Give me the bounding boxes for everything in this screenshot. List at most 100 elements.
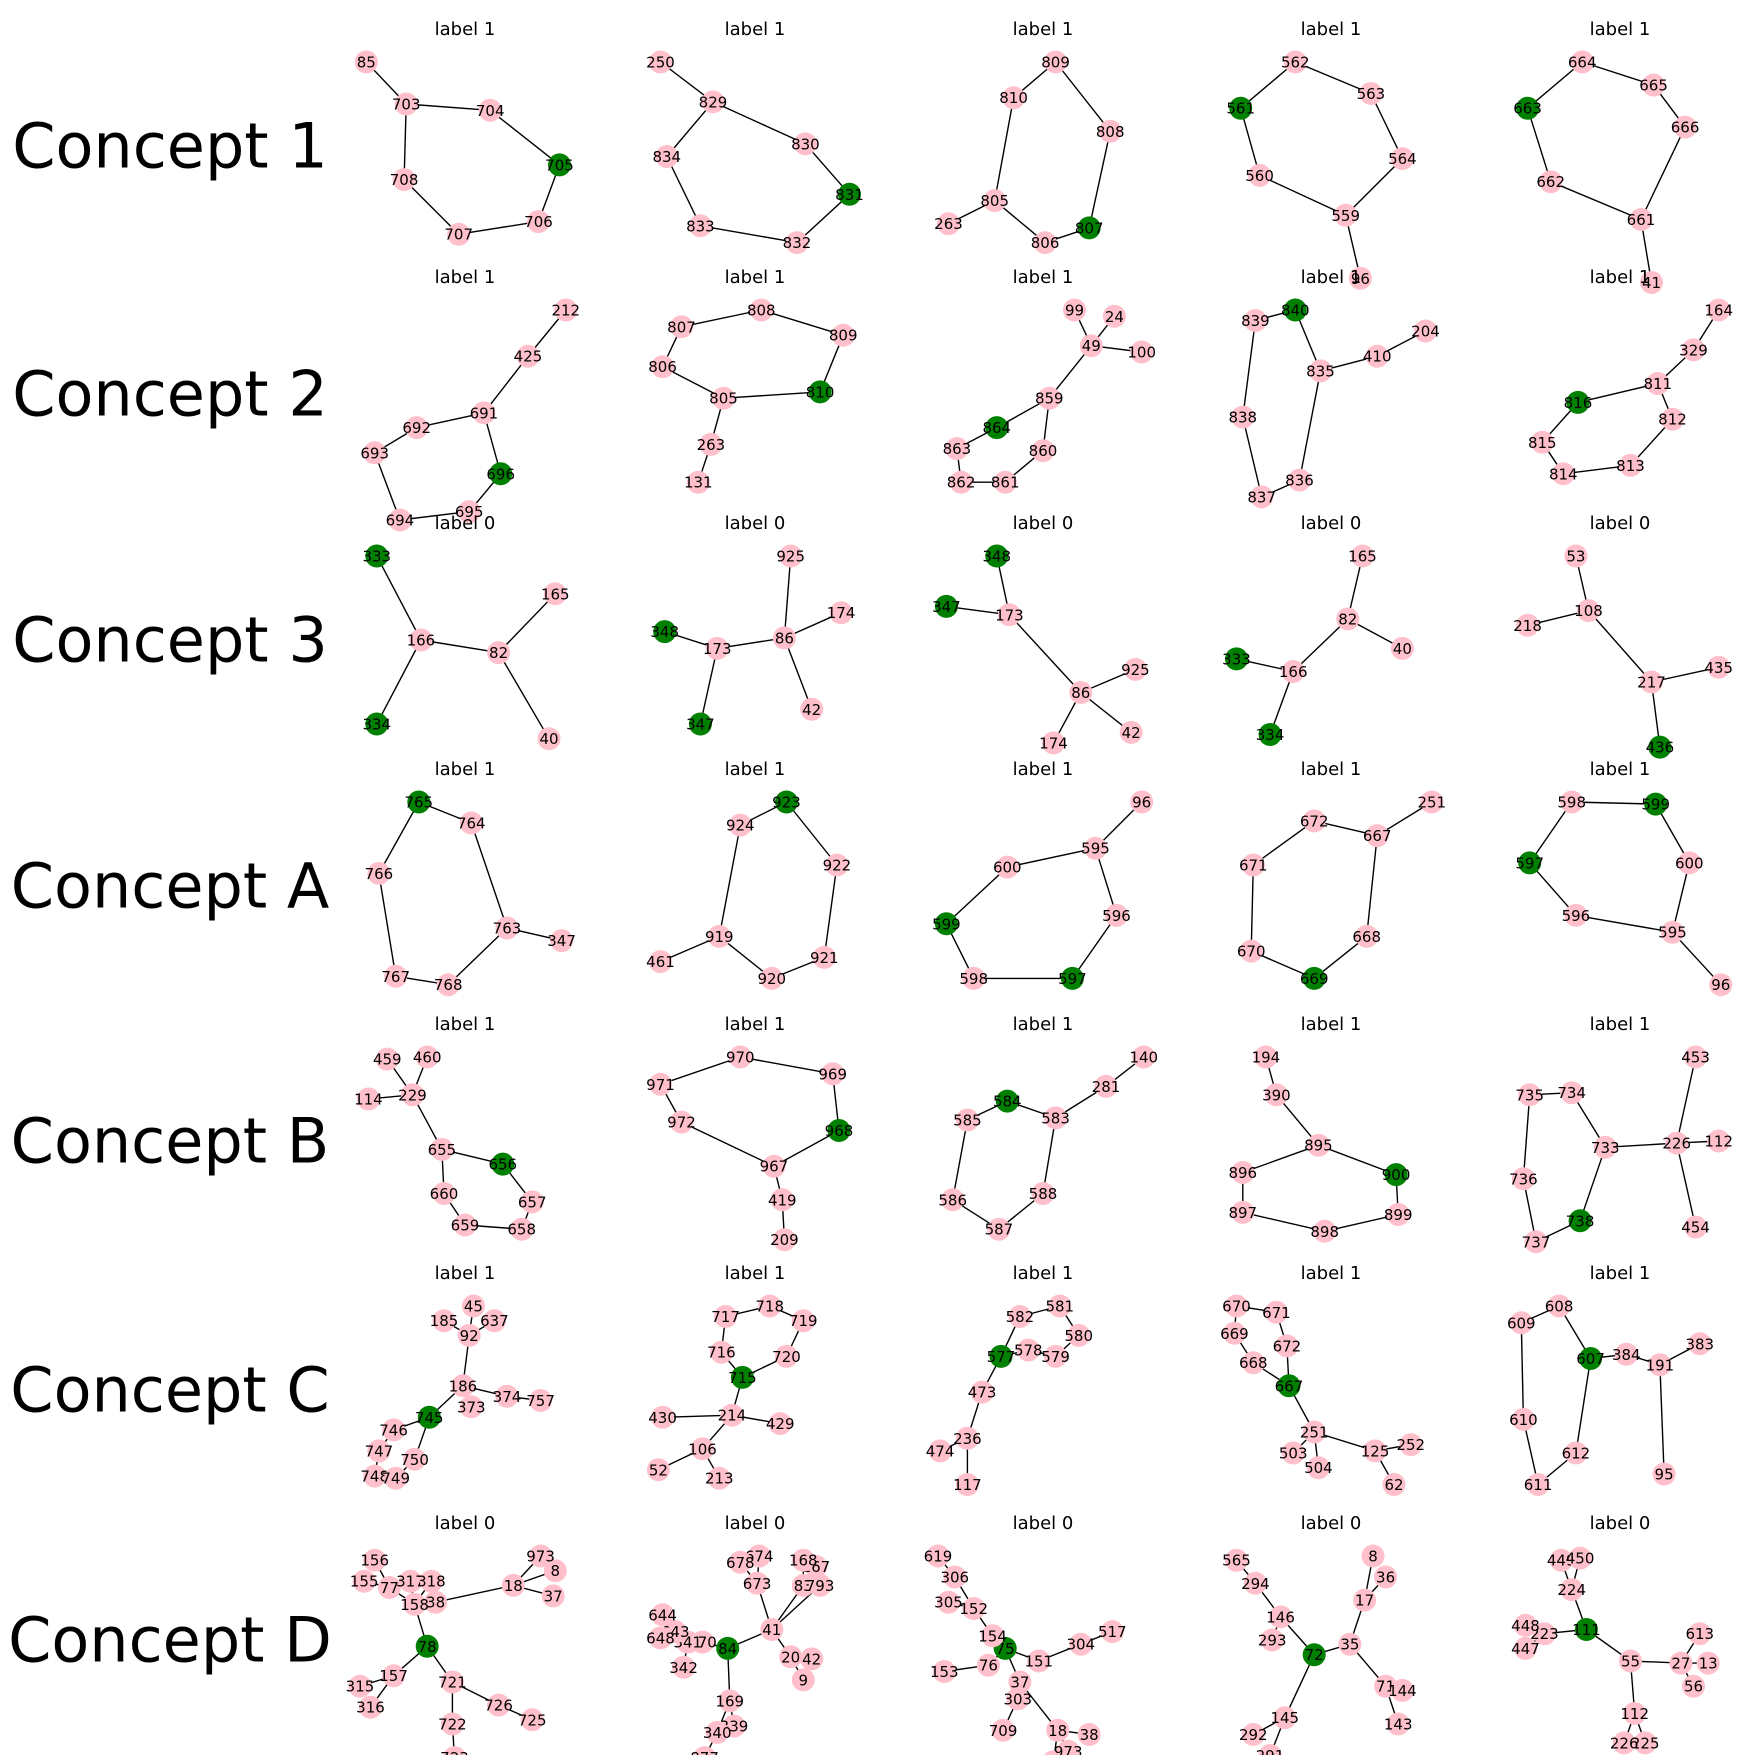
graph-node-highlighted [827, 1119, 851, 1142]
graph-panel: label 1 140 281 583 584 585 586 587 588 [938, 1014, 1158, 1241]
node-label: 174 [1039, 734, 1068, 752]
node-label: 217 [1637, 674, 1666, 692]
graph-node-highlighted [489, 462, 513, 486]
graph-node [1355, 924, 1379, 948]
node-label: 583 [1041, 1109, 1070, 1127]
graph-node [348, 1674, 372, 1698]
node-label: 263 [697, 436, 726, 454]
graph-node [398, 1569, 422, 1593]
node-label: 834 [652, 148, 681, 166]
node-label: 18 [1048, 1722, 1067, 1740]
node-label: 82 [489, 644, 508, 662]
graph-node [720, 1403, 744, 1427]
graph-node [705, 636, 729, 660]
graph-node [949, 470, 973, 494]
graph-node [1248, 163, 1272, 187]
graph-node-highlighted [1258, 723, 1282, 746]
node-label: 860 [1029, 442, 1058, 460]
graph-node [1027, 1649, 1051, 1673]
graph-edge [1520, 1322, 1525, 1420]
node-label: 100 [1127, 344, 1156, 362]
graph-panel: label 0 40 82 165 166 333 334 [1222, 513, 1414, 746]
graph-node-highlighted [407, 790, 431, 814]
graph-edge [662, 1414, 732, 1418]
graph-node [1002, 86, 1026, 110]
graph-panel: label 1 263 805 806 807 808 809 810 [934, 19, 1125, 255]
node-label: 447 [1511, 1640, 1540, 1658]
node-label: 899 [1384, 1206, 1413, 1224]
panel-title: label 1 [725, 1014, 786, 1035]
graph-node [749, 298, 773, 322]
graph-node [1231, 405, 1255, 429]
graph-node-highlighted [775, 790, 798, 814]
node-label: 597 [1058, 970, 1087, 988]
node-label: 71 [1376, 1678, 1395, 1696]
graph-node [976, 1653, 1000, 1677]
graph-node [1359, 82, 1383, 105]
graph-node [670, 1110, 693, 1134]
graph-node [1283, 50, 1307, 74]
graph-node [1100, 1620, 1124, 1644]
node-label: 671 [1239, 857, 1268, 875]
graph-node-highlighted [365, 712, 389, 736]
panel-title: label 1 [1301, 1263, 1362, 1284]
graph-edge [994, 97, 1015, 201]
graph-node [1044, 1106, 1068, 1130]
graph-node [693, 1746, 716, 1755]
graph-edge [660, 1056, 741, 1085]
graph-edge [1529, 862, 1577, 916]
graph-edge [718, 824, 741, 937]
node-label: 317 [396, 1573, 425, 1591]
graph-node [1386, 1712, 1410, 1736]
node-label: 62 [1384, 1476, 1403, 1494]
node-label: 157 [379, 1667, 408, 1685]
node-label: 584 [993, 1093, 1022, 1111]
node-label: 226 [1610, 1734, 1639, 1752]
graph-node [1696, 1651, 1720, 1675]
node-label: 158 [400, 1596, 429, 1614]
node-label: 812 [1658, 411, 1687, 429]
node-label: 229 [398, 1086, 427, 1104]
graph-node [1336, 607, 1360, 631]
panel-title: label 1 [1013, 267, 1074, 288]
graph-node [1119, 720, 1143, 744]
node-label: 174 [827, 604, 856, 622]
graph-edge [458, 220, 539, 235]
graph-node [520, 1190, 544, 1214]
graph-node [821, 1062, 845, 1086]
panel-title: label 1 [1301, 267, 1362, 288]
node-label: 920 [757, 970, 786, 988]
graph-node [1593, 1135, 1617, 1159]
node-label: 736 [1509, 1170, 1538, 1188]
graph-node [1231, 1161, 1255, 1184]
graph-edge [666, 156, 702, 227]
node-label: 291 [1256, 1747, 1285, 1755]
graph-node-highlighted [688, 712, 712, 736]
graph-node [1269, 1605, 1293, 1629]
node-label: 111 [1572, 1621, 1601, 1639]
graph-node [1682, 1674, 1705, 1698]
node-label: 95 [1655, 1466, 1674, 1484]
node-label: 96 [1132, 794, 1151, 812]
graph-node [937, 1590, 960, 1614]
graph-node [495, 916, 519, 940]
node-label: 429 [766, 1415, 795, 1433]
node-label: 924 [726, 817, 755, 835]
graph-node [1640, 271, 1663, 294]
graph-node [981, 1624, 1005, 1648]
graph-node [382, 1418, 406, 1442]
graph-node [1646, 372, 1670, 395]
node-label: 656 [488, 1156, 517, 1174]
graph-node [1222, 1321, 1246, 1345]
node-label: 611 [1524, 1476, 1553, 1494]
node-label: 374 [493, 1388, 522, 1406]
graph-node [1042, 731, 1065, 755]
node-label: 839 [1241, 312, 1270, 330]
node-label: 717 [711, 1308, 740, 1326]
graph-edge [740, 1056, 833, 1075]
graph-node [527, 210, 550, 234]
graph-edge [761, 309, 844, 336]
node-label: 973 [526, 1548, 555, 1566]
